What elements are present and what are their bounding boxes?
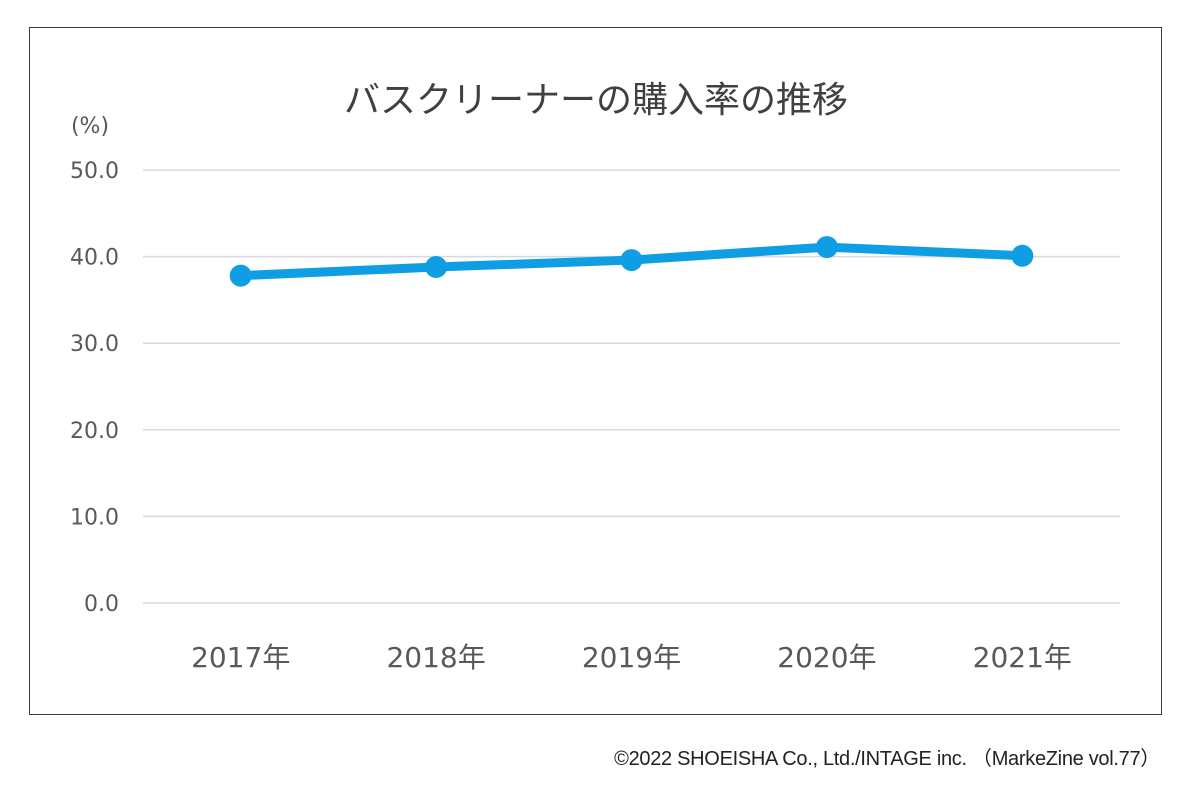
x-tick-label: 2021年	[973, 641, 1072, 674]
x-tick-label: 2017年	[191, 641, 290, 674]
y-tick-label: 20.0	[70, 419, 119, 444]
x-tick-label: 2018年	[386, 641, 485, 674]
y-tick-label: 50.0	[70, 159, 119, 184]
data-point	[815, 236, 838, 259]
data-point	[620, 249, 643, 272]
chart-frame	[29, 27, 1162, 715]
y-axis-unit-label: (%)	[71, 114, 109, 139]
copyright-credit: ©2022 SHOEISHA Co., Ltd./INTAGE inc. （Ma…	[614, 748, 1160, 770]
data-point	[425, 255, 448, 278]
data-point	[1011, 244, 1034, 267]
y-tick-label: 0.0	[84, 592, 119, 617]
y-tick-label: 30.0	[70, 332, 119, 357]
x-tick-label: 2019年	[582, 641, 681, 674]
x-tick-label: 2020年	[777, 641, 876, 674]
data-point	[229, 264, 252, 287]
chart-title: バスクリーナーの購入率の推移	[344, 80, 848, 121]
y-tick-label: 10.0	[70, 505, 119, 530]
y-tick-label: 40.0	[70, 246, 119, 271]
